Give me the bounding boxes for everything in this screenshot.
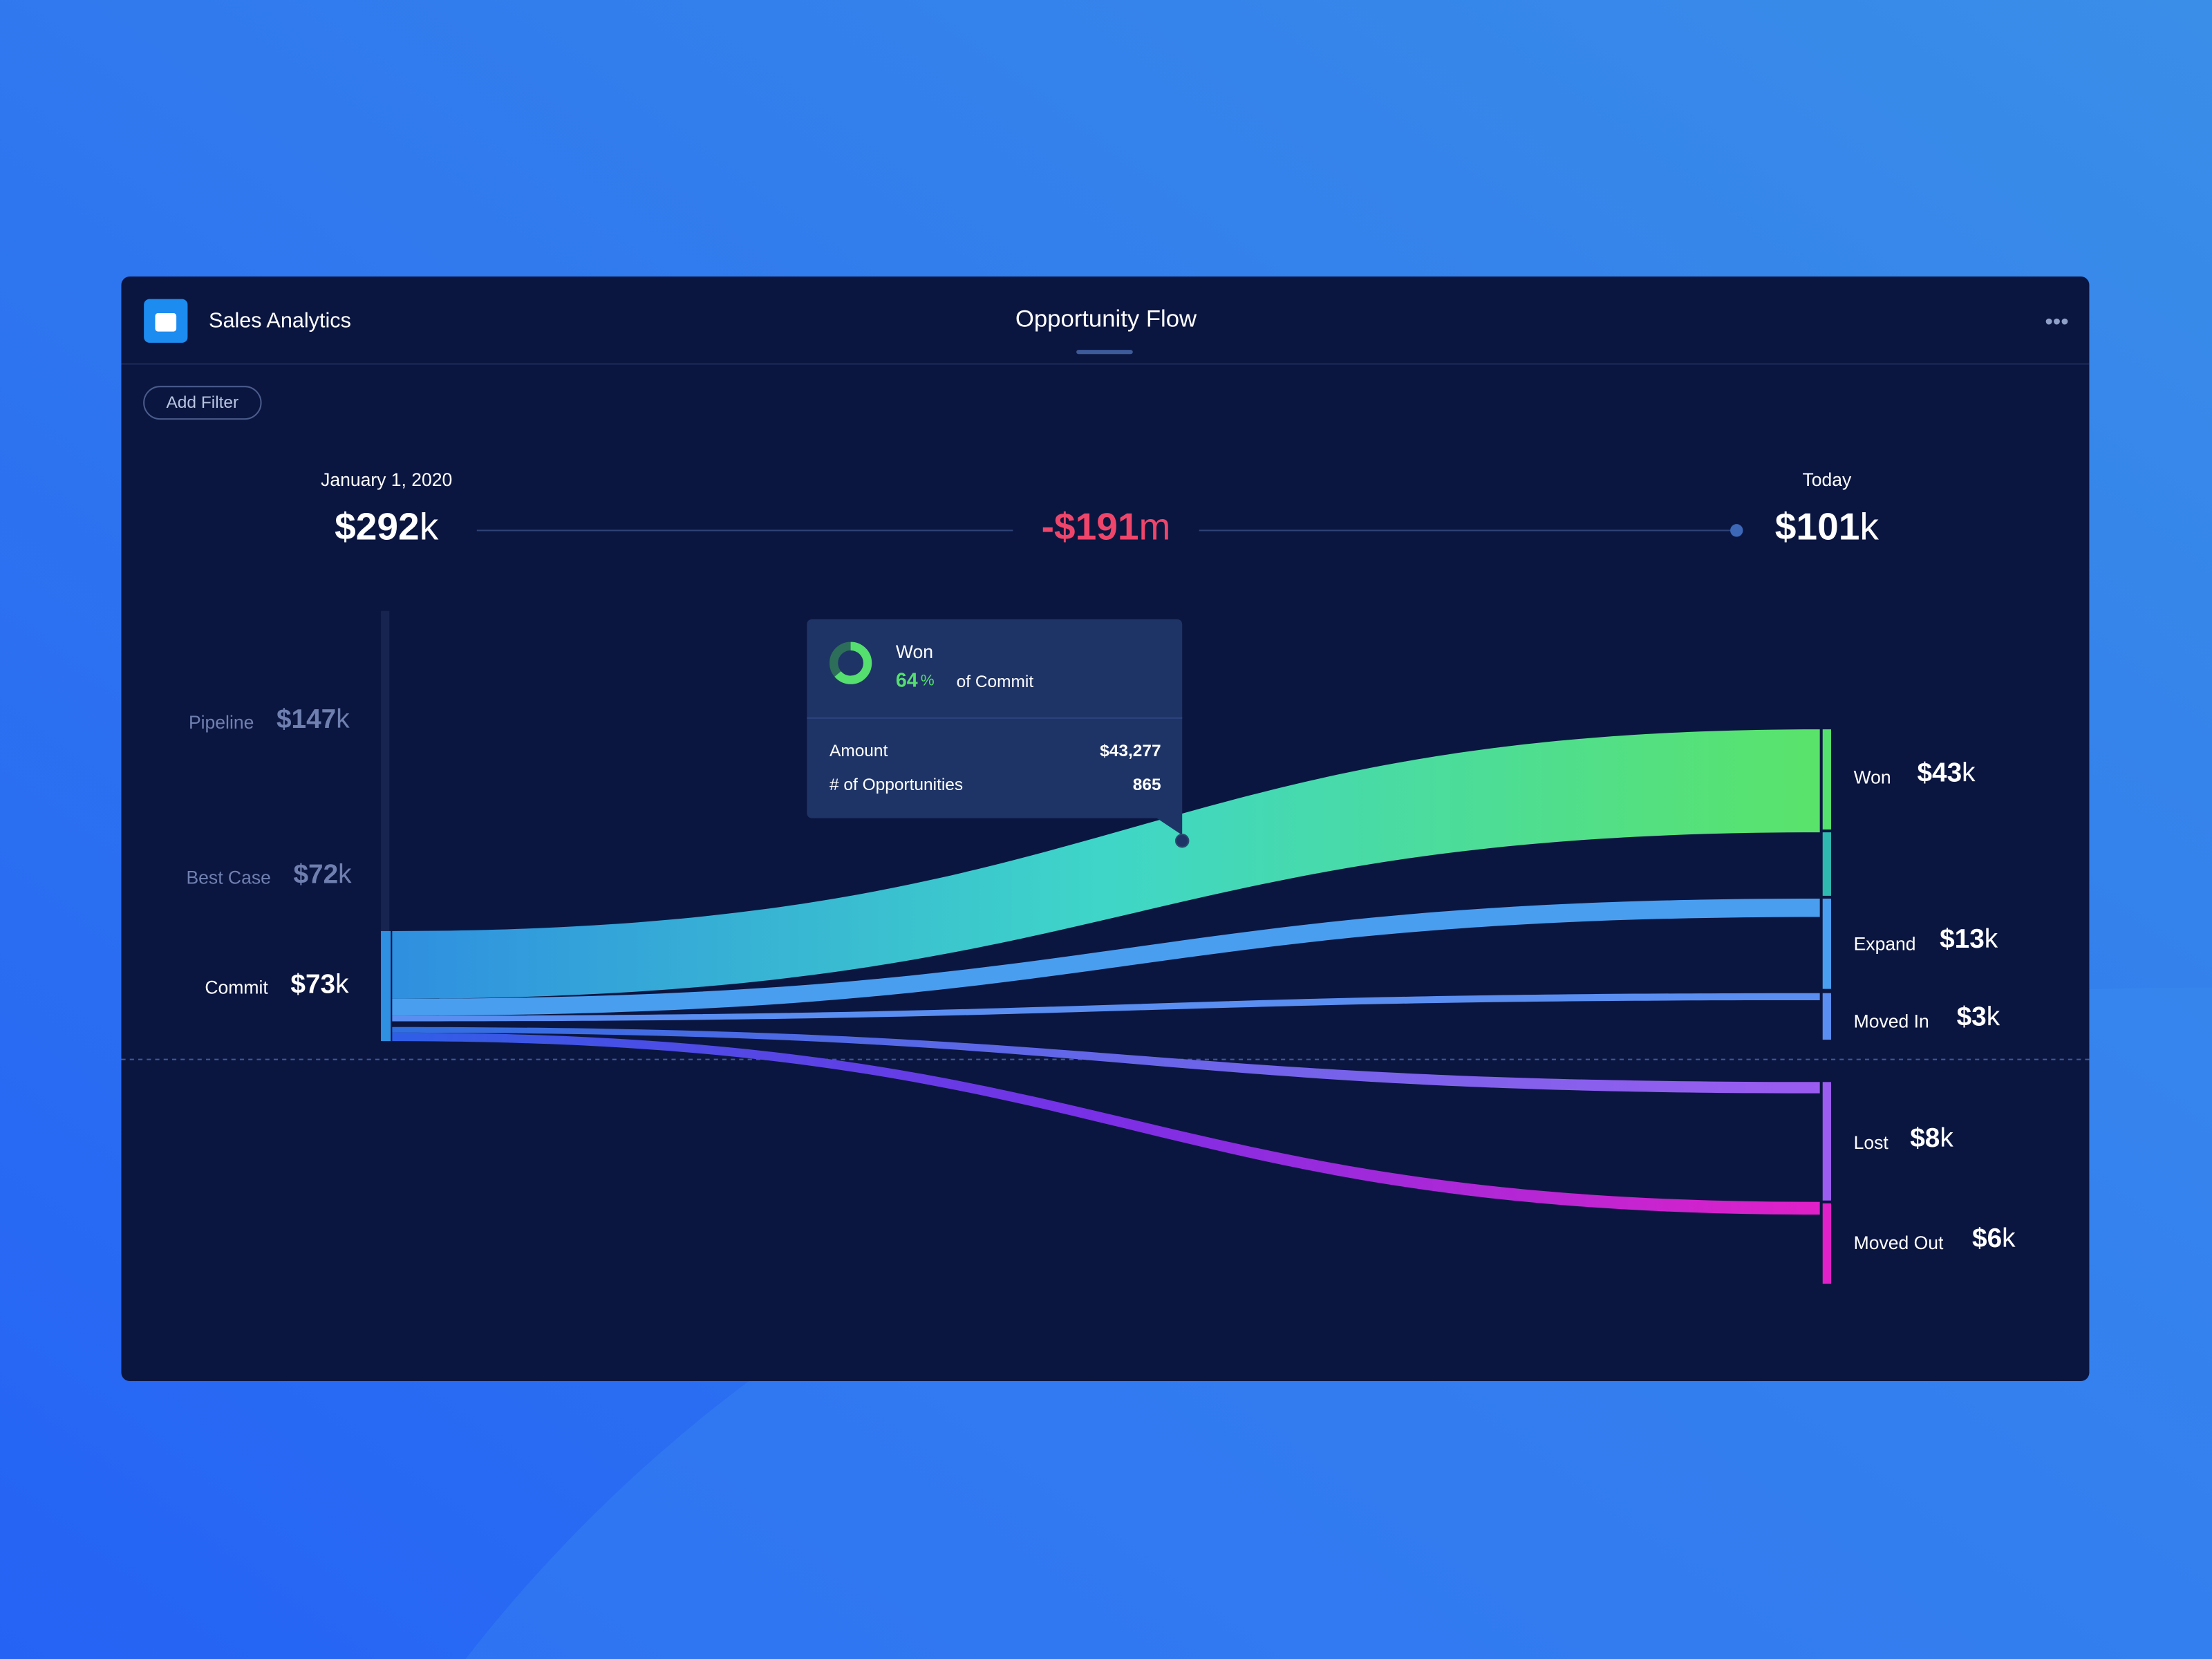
amount-label: $147k	[276, 704, 350, 734]
tooltip-anchor	[1175, 834, 1190, 848]
amount-label: $13k	[1940, 924, 1998, 954]
unit: k	[1985, 924, 1998, 954]
row-label: # of Opportunities	[830, 776, 963, 794]
end-value: $101k	[1775, 505, 1880, 547]
amount-label: $8k	[1910, 1123, 1953, 1153]
moved-out-bar	[1822, 1203, 1831, 1284]
tooltip-title: Won	[896, 641, 933, 662]
app-name: Sales Analytics	[209, 308, 351, 332]
amount: $147	[276, 704, 336, 734]
flow-won[interactable]	[392, 729, 1820, 999]
commit-bar	[381, 930, 391, 1042]
expand-bar	[1822, 899, 1831, 989]
amount: $8	[1910, 1123, 1940, 1153]
start-label: January 1, 2020	[321, 469, 452, 490]
amount: $6	[1972, 1224, 2002, 1253]
unit: k	[335, 970, 349, 1000]
target-label: Won	[1854, 767, 1891, 788]
amount: $292	[335, 505, 420, 547]
filter-button[interactable]	[143, 386, 262, 420]
unit: k	[1859, 505, 1879, 547]
amount: $73	[290, 970, 335, 1000]
unit: k	[420, 505, 439, 547]
amount: $13	[1940, 924, 1985, 954]
target-label: Lost	[1854, 1132, 1889, 1153]
tooltip-box	[807, 619, 1183, 836]
amount: $43	[1917, 758, 1962, 788]
source-label: Best Case	[187, 867, 271, 888]
amount-label: $43k	[1917, 758, 1976, 788]
start-value: $292k	[335, 505, 439, 547]
change-value: -$191m	[1042, 505, 1171, 547]
amount-label: $6k	[1972, 1224, 2016, 1253]
flow-moved-in[interactable]	[392, 993, 1820, 1022]
flow-lost[interactable]	[392, 1027, 1820, 1094]
pipeline-bar	[381, 610, 390, 931]
tooltip-percent-text: of Commit	[957, 673, 1034, 691]
filter-label[interactable]: Add Filter	[166, 393, 238, 412]
amount-label: $72k	[293, 860, 352, 890]
amount: $3	[1957, 1002, 1987, 1032]
tooltip-percent: 64%	[896, 669, 935, 691]
more-menu[interactable]: •••	[2045, 308, 2068, 334]
unit: k	[1987, 1002, 2000, 1032]
source-label: Commit	[205, 977, 268, 998]
unit: k	[338, 860, 352, 890]
amount: $72	[293, 860, 338, 890]
row-value: $43,277	[1100, 742, 1161, 760]
tooltip: Won 64% of Commit Amount $43,277 # of Op…	[807, 619, 1190, 848]
target-label: Moved Out	[1854, 1232, 1944, 1253]
briefcase	[155, 313, 177, 332]
unit: k	[1940, 1123, 1953, 1153]
won-bar	[1822, 729, 1831, 830]
end-label: Today	[1802, 469, 1851, 490]
unit: k	[2002, 1224, 2016, 1253]
page-title[interactable]: Opportunity Flow	[1015, 306, 1197, 332]
lost-bar	[1822, 1082, 1831, 1201]
target-label: Moved In	[1854, 1011, 1929, 1032]
flow-moved-out[interactable]	[392, 1032, 1820, 1215]
amount-label: $73k	[290, 970, 349, 1000]
target-label: Expand	[1854, 933, 1916, 954]
unit: k	[1962, 758, 1976, 788]
percent: 64	[896, 669, 918, 691]
unit: m	[1139, 505, 1171, 547]
unlabeled-bar	[1822, 832, 1831, 896]
amount: -$191	[1042, 505, 1139, 547]
flow-expand[interactable]	[392, 899, 1820, 1016]
donut-arc	[830, 641, 872, 684]
source-label: Pipeline	[189, 712, 254, 733]
timeline-dot	[1730, 524, 1743, 537]
tab-indicator	[1076, 350, 1133, 355]
amount-label: $3k	[1957, 1002, 2000, 1032]
moved-in-bar	[1822, 993, 1831, 1040]
row-label: Amount	[830, 742, 888, 760]
card	[121, 276, 2090, 1381]
percent-unit: %	[921, 672, 935, 689]
amount: $101	[1775, 505, 1860, 547]
row-value: 865	[1133, 776, 1161, 794]
unit: k	[336, 704, 350, 734]
